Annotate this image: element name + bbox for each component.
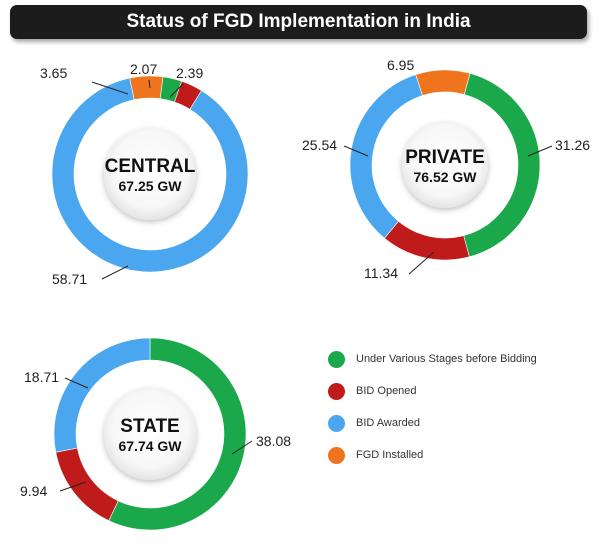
slice-fgd-installed xyxy=(129,75,164,101)
data-label: 3.65 xyxy=(40,65,67,81)
legend-item-under-bidding: Under Various Stages before Bidding xyxy=(328,343,537,375)
data-label: 18.71 xyxy=(24,369,59,385)
chart-title: Status of FGD Implementation in India xyxy=(10,5,587,39)
leader-line xyxy=(343,145,369,157)
data-label: 6.95 xyxy=(387,57,414,73)
legend-swatch-green xyxy=(328,350,345,368)
donut-center xyxy=(104,128,196,220)
legend-label: Under Various Stages before Bidding xyxy=(356,353,537,365)
data-label: 2.07 xyxy=(130,61,157,77)
leader-line xyxy=(101,265,129,280)
leader-line xyxy=(169,83,184,98)
leader-line xyxy=(91,81,129,95)
legend-item-bid-opened: BID Opened xyxy=(328,375,537,407)
chart-name: CENTRAL xyxy=(105,156,196,177)
leader-line xyxy=(408,251,435,275)
legend-item-bid-awarded: BID Awarded xyxy=(328,407,537,439)
leader-line xyxy=(59,481,87,492)
data-label: 25.54 xyxy=(302,137,337,153)
chart-name: STATE xyxy=(120,416,179,437)
chart-total: 76.52 GW xyxy=(413,169,477,185)
slice-bid-opened xyxy=(55,447,119,522)
chart-total: 67.25 GW xyxy=(118,178,182,194)
data-label: 11.34 xyxy=(364,265,398,281)
donut-center xyxy=(402,122,488,208)
slice-bid-awarded xyxy=(51,77,249,273)
chart-total: 67.74 GW xyxy=(118,438,182,454)
slice-bid-opened xyxy=(384,220,470,261)
data-label: 58.71 xyxy=(52,271,87,287)
data-label: 2.39 xyxy=(176,65,203,81)
legend-swatch-blue xyxy=(328,414,345,432)
data-label: 31.26 xyxy=(555,137,590,153)
legend: Under Various Stages before Bidding BID … xyxy=(328,343,537,471)
data-label: 9.94 xyxy=(20,483,47,499)
slice-bid-awarded xyxy=(349,74,423,239)
donut-center xyxy=(104,388,196,480)
legend-label: FGD Installed xyxy=(356,449,424,461)
legend-label: BID Awarded xyxy=(356,417,421,429)
leader-line xyxy=(231,440,253,455)
legend-label: BID Opened xyxy=(356,385,417,397)
data-label: 38.08 xyxy=(256,433,291,449)
leader-line xyxy=(64,377,89,389)
slice-bid-awarded xyxy=(53,337,151,453)
leader-line xyxy=(527,145,553,157)
chart-name: PRIVATE xyxy=(405,147,485,168)
slice-under-bidding xyxy=(108,337,247,531)
legend-swatch-red xyxy=(328,382,345,400)
legend-item-fgd-installed: FGD Installed xyxy=(328,439,537,471)
slice-fgd-installed xyxy=(415,69,471,96)
legend-swatch-orange xyxy=(328,446,345,464)
leader-line xyxy=(148,79,151,89)
